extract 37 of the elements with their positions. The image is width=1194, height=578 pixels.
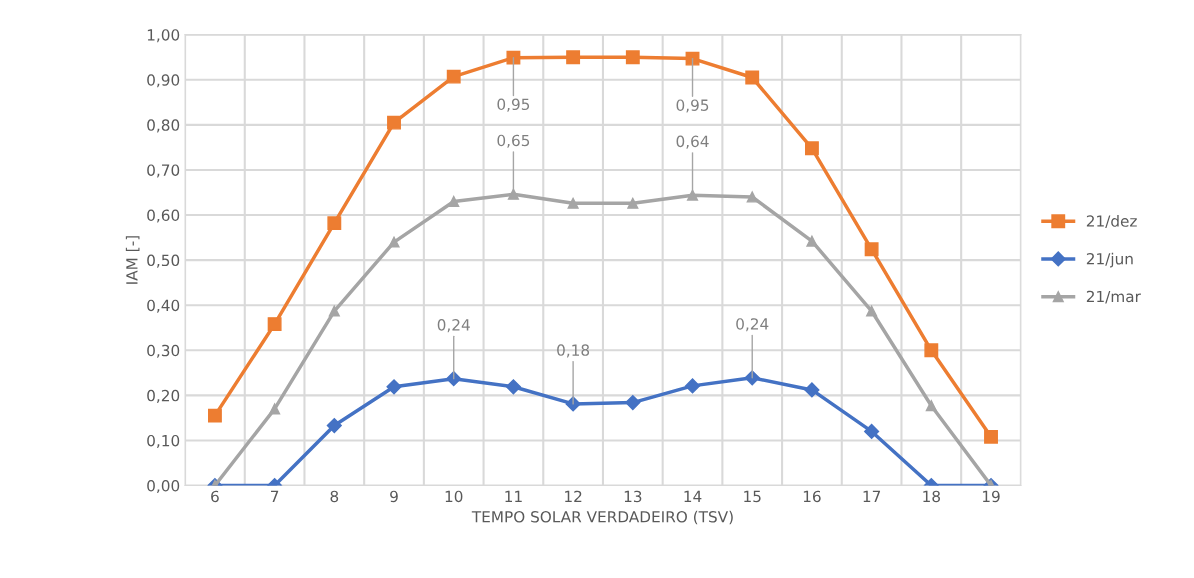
x-tick-label: 14 — [684, 490, 702, 502]
y-tick-label: 0,80 — [147, 119, 180, 133]
y-tick-label: 0,90 — [147, 74, 180, 88]
x-tick-label: 19 — [982, 490, 1000, 503]
y-tick-label: 0,30 — [147, 344, 180, 358]
annotation: 0,18 — [557, 344, 590, 358]
y-tick-label: 0,50 — [147, 254, 180, 268]
x-tick-label: 13 — [624, 490, 642, 503]
x-tick-label: 6 — [211, 490, 219, 503]
x-tick-label: 18 — [923, 490, 940, 503]
annotation: 0,24 — [736, 318, 769, 332]
annotation: 0,65 — [497, 134, 530, 148]
annotation: 0,95 — [497, 98, 530, 112]
legend-label: 21/dez — [1086, 215, 1137, 229]
x-tick-label: 11 — [505, 490, 522, 502]
x-tick-label: 10 — [445, 490, 463, 503]
x-tick-label: 15 — [744, 490, 761, 503]
y-tick-label: 0,20 — [147, 389, 180, 403]
annotation: 0,95 — [676, 99, 709, 113]
y-tick-label: 1,00 — [147, 29, 180, 43]
y-tick-label: 0,60 — [147, 209, 180, 223]
legend-label: 21/mar — [1086, 290, 1141, 304]
x-tick-label: 7 — [271, 490, 279, 502]
x-tick-label: 8 — [330, 490, 339, 503]
y-tick-label: 0,00 — [147, 479, 180, 494]
annotation: 0,24 — [437, 319, 470, 333]
y-axis-title: IAM [-] — [125, 236, 140, 284]
annotation: 0,64 — [676, 135, 709, 149]
x-axis-title: TEMPO SOLAR VERDADEIRO (TSV) — [471, 510, 733, 525]
x-tick-label: 17 — [863, 490, 881, 502]
x-tick-label: 12 — [565, 490, 582, 502]
legend-label: 21/jun — [1086, 252, 1133, 268]
y-tick-label: 0,40 — [147, 299, 180, 313]
x-tick-label: 9 — [390, 490, 398, 503]
y-tick-label: 0,10 — [147, 434, 180, 449]
y-tick-label: 0,70 — [147, 164, 180, 178]
x-tick-label: 16 — [803, 490, 821, 503]
